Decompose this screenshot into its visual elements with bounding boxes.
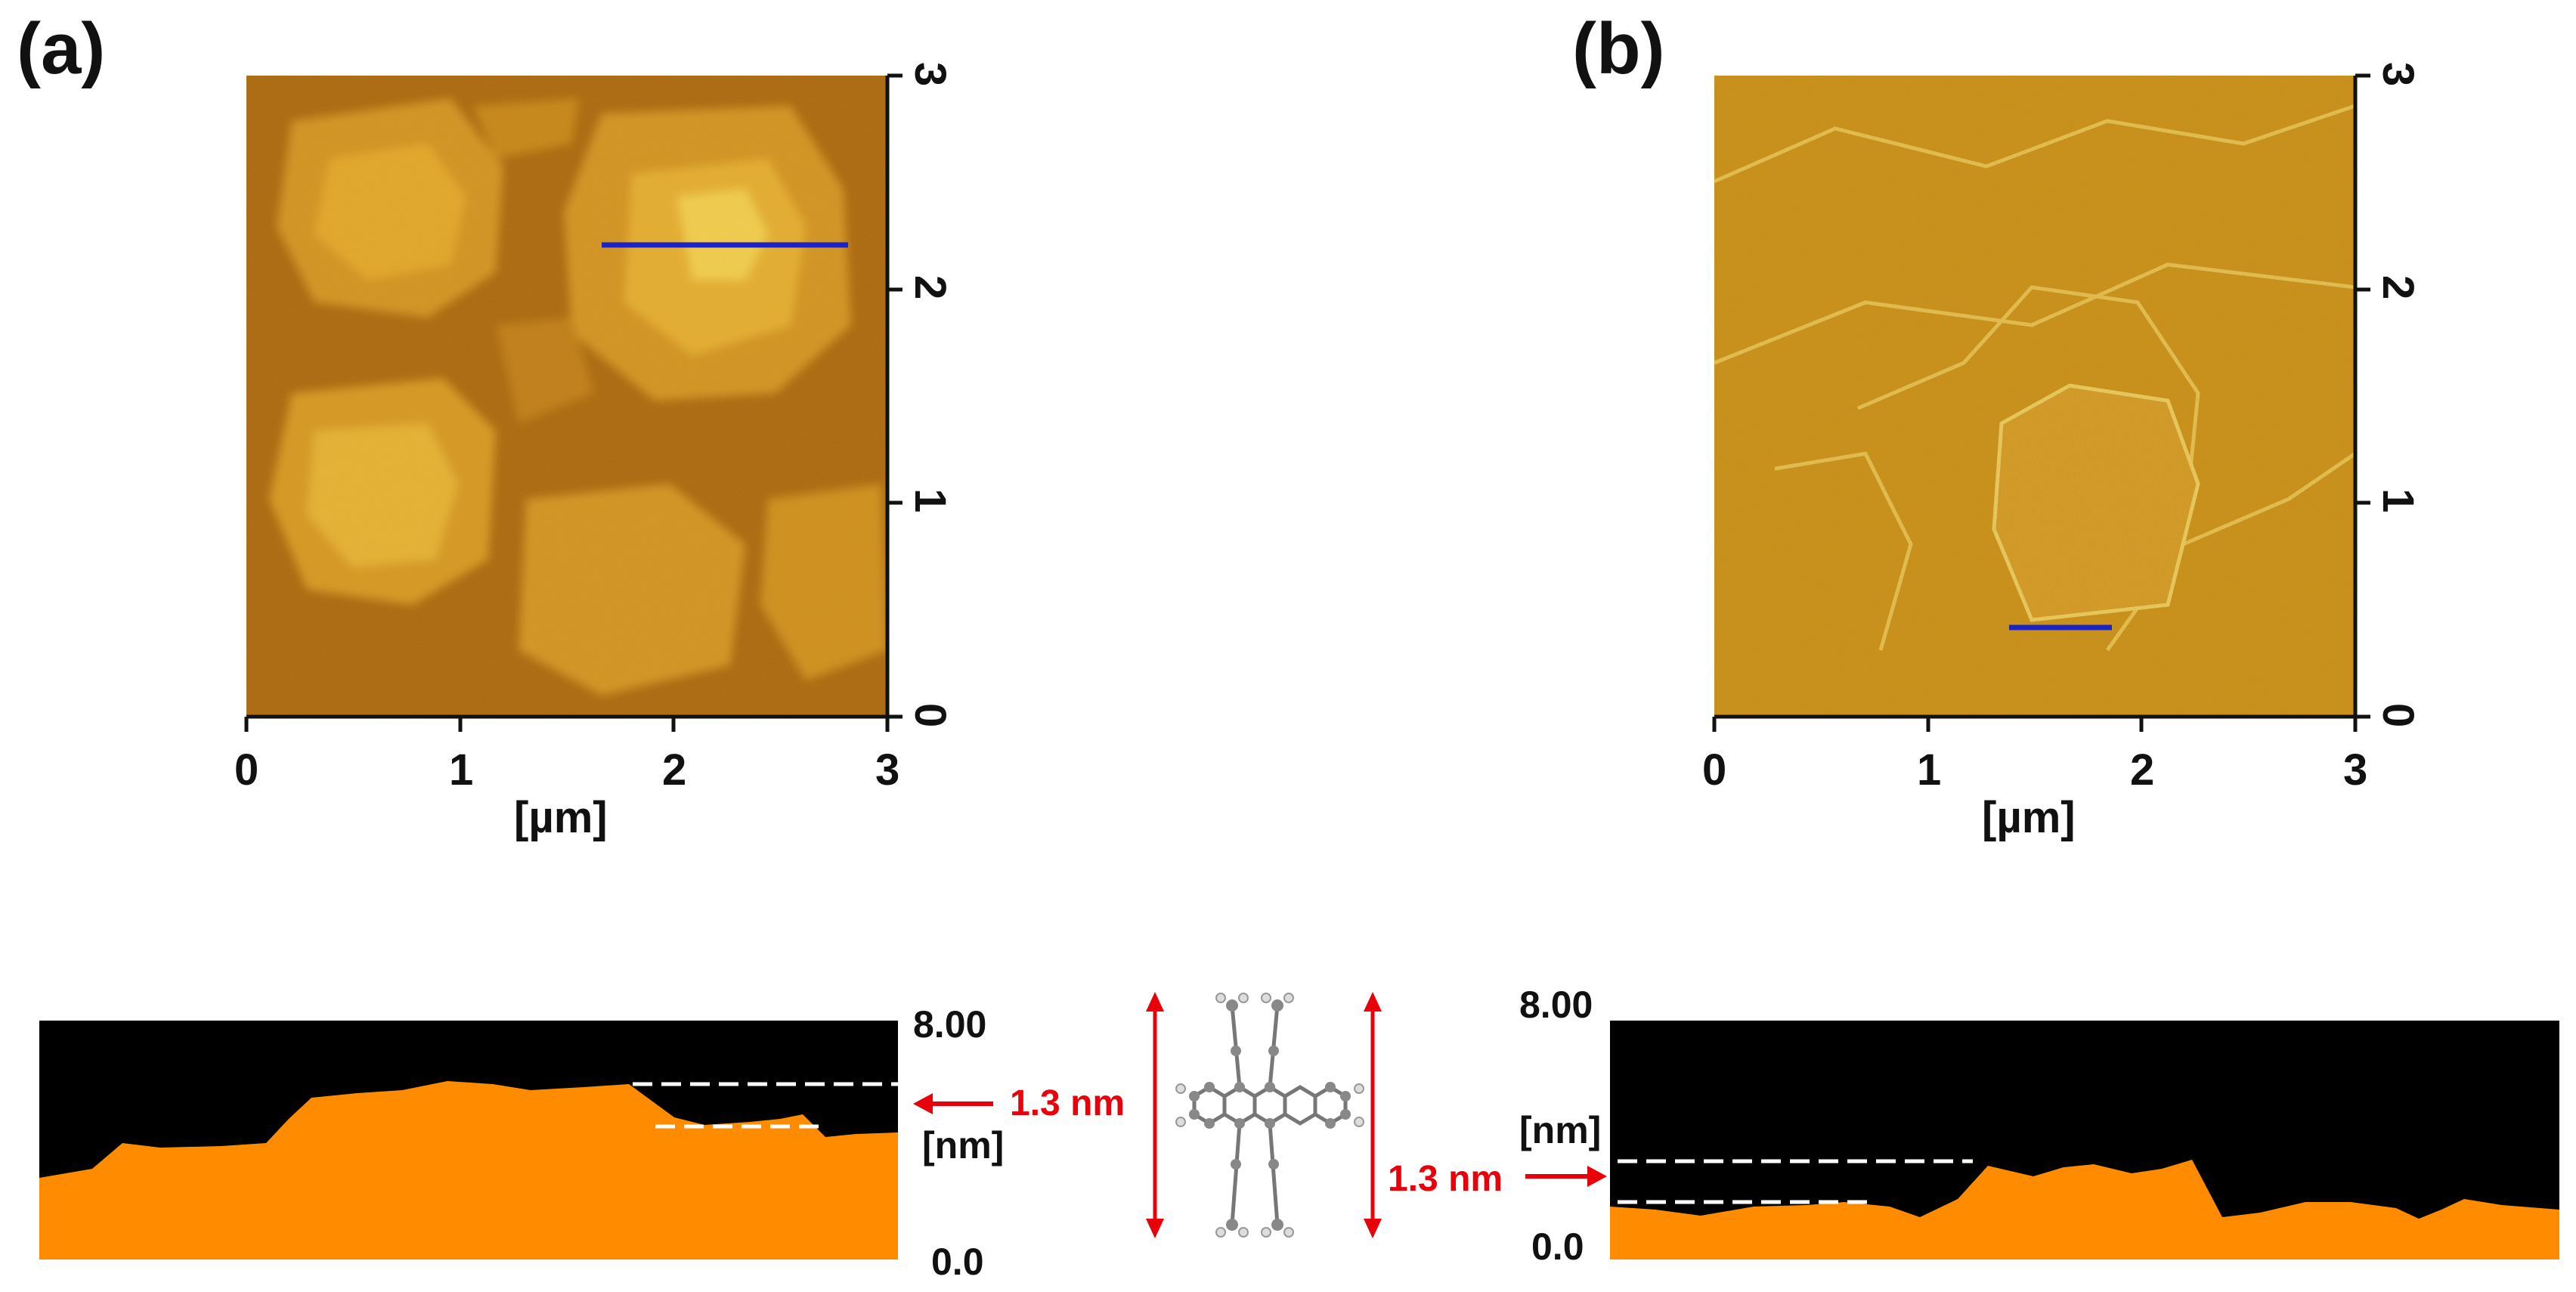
panel-label-a: (a)	[17, 8, 106, 89]
x-tick-b-2: 2	[2130, 745, 2155, 795]
y-tick-a-2: 2	[906, 275, 955, 300]
x-tick-a-0: 0	[234, 745, 259, 795]
y-tick-b-2: 2	[2373, 275, 2423, 300]
y-tick-b-0: 0	[2373, 703, 2423, 728]
x-tick-b-3: 3	[2343, 745, 2368, 795]
x-tick-b-0: 0	[1702, 745, 1727, 795]
height-profile-a	[39, 1021, 898, 1259]
step-note-b: 1.3 nm	[1388, 1159, 1503, 1199]
double-arrow-right-icon	[1364, 992, 1382, 1238]
profile-a-unit: [nm]	[922, 1124, 1005, 1167]
arrow-a-icon	[913, 1093, 993, 1114]
step-note-a: 1.3 nm	[1010, 1083, 1125, 1123]
afm-image-a	[246, 76, 887, 717]
x-axis-title-a: [µm]	[514, 793, 608, 842]
axes-b	[1712, 73, 2370, 732]
tips-pentacene-molecule-icon	[1175, 993, 1364, 1238]
x-tick-b-1: 1	[1917, 745, 1942, 795]
profile-a-y-min: 0.0	[931, 1241, 984, 1283]
panel-label-b: (b)	[1572, 8, 1665, 89]
profile-b-unit: [nm]	[1519, 1109, 1602, 1151]
axes-a	[244, 73, 903, 732]
height-profile-b	[1610, 1021, 2559, 1259]
x-tick-a-2: 2	[662, 745, 687, 795]
x-tick-a-1: 1	[449, 745, 474, 795]
arrow-b-icon	[1525, 1166, 1607, 1187]
y-tick-a-3: 3	[906, 62, 955, 87]
profile-b-y-min: 0.0	[1531, 1225, 1584, 1268]
profile-a-y-max: 8.00	[913, 1003, 987, 1046]
x-tick-a-3: 3	[875, 745, 900, 795]
y-tick-b-3: 3	[2373, 62, 2423, 87]
y-tick-a-1: 1	[906, 488, 955, 513]
double-arrow-left-icon	[1146, 992, 1164, 1238]
y-tick-a-0: 0	[906, 703, 955, 728]
y-tick-b-1: 1	[2373, 488, 2423, 513]
profile-b-y-max: 8.00	[1519, 984, 1593, 1026]
x-axis-title-b: [µm]	[1982, 793, 2076, 842]
afm-image-b	[1714, 76, 2355, 717]
